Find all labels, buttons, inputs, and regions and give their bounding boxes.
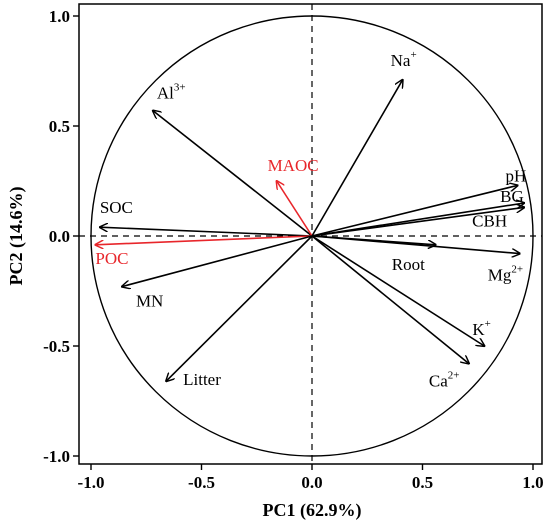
vector-label-text: SOC — [100, 198, 133, 217]
vector-label-na: Na+ — [391, 49, 417, 70]
vector-label-bg: BG — [500, 187, 524, 206]
vector-label-text: Al — [157, 84, 174, 103]
vector-label-ph: pH — [506, 166, 527, 185]
plot-frame — [78, 3, 543, 465]
loading-vectors: Na+Al3+MAOCSOCPOCMNLitterpHBGCBHRootMg2+… — [95, 49, 526, 391]
vector-label-text: K — [472, 320, 485, 339]
vector-arrow-litter — [166, 235, 313, 381]
vector-label-superscript: + — [410, 49, 416, 61]
vector-label-poc: POC — [95, 249, 128, 268]
vector-arrow-ph — [311, 185, 518, 237]
vector-arrow-maoc — [277, 181, 313, 237]
vector-label-text: Mg — [488, 266, 512, 285]
x-tick-label: 0.5 — [412, 473, 433, 492]
x-tick-label: -1.0 — [78, 473, 105, 492]
vector-label-root: Root — [392, 255, 425, 274]
vector-label-text: CBH — [472, 211, 507, 230]
vector-label-superscript: 3+ — [174, 82, 186, 94]
x-tick-label: 1.0 — [522, 473, 543, 492]
vector-label-ca: Ca2+ — [429, 370, 460, 391]
y-axis-ticks: -1.0 -0.5 0.0 0.5 1.0 — [43, 7, 79, 466]
vector-arrow-na — [311, 80, 403, 237]
vector-label-text: Na — [391, 51, 411, 70]
vector-label-text: Litter — [183, 370, 221, 389]
vector-arrow-mn — [122, 235, 313, 287]
vector-label-al: Al3+ — [157, 82, 186, 103]
vector-label-maoc: MAOC — [268, 156, 319, 175]
y-tick-label: 1.0 — [49, 7, 70, 26]
vector-arrow-poc — [95, 235, 313, 245]
x-tick-label: -0.5 — [188, 473, 215, 492]
x-axis-title: PC1 (62.9%) — [263, 500, 362, 521]
vector-arrow-cbh — [311, 207, 524, 237]
y-tick-label: -0.5 — [43, 337, 70, 356]
vector-label-litter: Litter — [183, 370, 221, 389]
vector-arrow-ca — [311, 235, 469, 364]
vector-label-text: POC — [95, 249, 128, 268]
x-tick-label: 0.0 — [301, 473, 322, 492]
vector-label-mn: MN — [136, 292, 163, 311]
vector-label-text: pH — [506, 166, 527, 185]
vector-label-text: MN — [136, 292, 163, 311]
y-tick-label: -1.0 — [43, 447, 70, 466]
vector-arrow-al — [153, 111, 313, 237]
y-tick-label: 0.0 — [49, 227, 70, 246]
vector-label-text: Ca — [429, 372, 448, 391]
unit-circle — [90, 15, 534, 457]
vector-label-mg: Mg2+ — [488, 264, 523, 285]
vector-label-superscript: 2+ — [511, 264, 523, 276]
y-axis-title: PC2 (14.6%) — [6, 187, 27, 286]
vector-label-k: K+ — [472, 318, 491, 339]
vector-arrow-soc — [100, 227, 313, 237]
vector-label-superscript: + — [485, 318, 491, 330]
vector-label-text: BG — [500, 187, 524, 206]
vector-label-soc: SOC — [100, 198, 133, 217]
vector-label-superscript: 2+ — [448, 370, 460, 382]
vector-arrow-k — [311, 235, 484, 346]
vector-label-cbh: CBH — [472, 211, 507, 230]
vector-label-text: Root — [392, 255, 425, 274]
vector-arrow-mg — [311, 235, 520, 254]
x-axis-ticks: -1.0 -0.5 0.0 0.5 1.0 — [78, 464, 544, 492]
vector-label-text: MAOC — [268, 156, 319, 175]
y-tick-label: 0.5 — [49, 117, 70, 136]
